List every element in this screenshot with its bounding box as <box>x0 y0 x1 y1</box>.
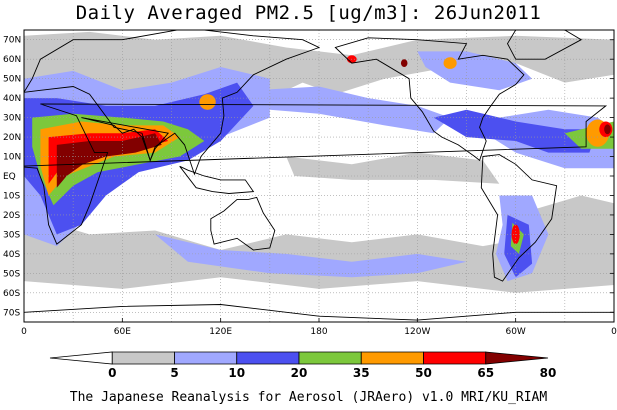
colorbar-bin <box>174 351 238 365</box>
latitude-labels: 70N 60N 50N 40N 30N 20N 10N EQ 10S 20S 30S 40S 50S 60… <box>3 36 614 318</box>
lat-tick-label: 70N <box>3 36 21 46</box>
colorbar-tick-label: 80 <box>540 366 557 380</box>
colorbar-bin <box>485 351 549 365</box>
africa-coast <box>24 103 608 245</box>
greenland-coast <box>506 30 583 60</box>
australia-coast <box>210 196 276 251</box>
colorbar-bin <box>111 351 175 365</box>
pm25-russia-darkred <box>400 59 408 67</box>
lat-tick-label: 10N <box>3 153 21 163</box>
lat-tick-label: 10S <box>3 191 20 201</box>
colorbar-tick-label: 35 <box>353 366 370 380</box>
footer-credit: The Japanese Reanalysis for Aerosol (JRA… <box>69 390 548 405</box>
colorbar-tick-label: 5 <box>170 366 178 380</box>
lat-tick-label: 20N <box>3 133 21 143</box>
south-america-coast <box>480 154 558 282</box>
coastlines <box>24 30 614 321</box>
lat-tick-label: 40S <box>3 250 20 260</box>
lon-tick-label: 180 <box>310 327 327 337</box>
colorbar-tick-label: 10 <box>228 366 245 380</box>
longitude-labels: 0 60E 120E 180 120W 60W 0 <box>21 318 617 337</box>
lat-tick-label: 50N <box>3 75 21 85</box>
europe-asia-coast <box>24 30 321 176</box>
lat-tick-label: 40N <box>3 94 21 104</box>
pm25-pacific-plume-light <box>253 86 451 134</box>
graticule <box>24 30 614 322</box>
pm25-canada-orange <box>443 57 457 69</box>
lon-tick-label: 0 <box>611 327 617 337</box>
lat-tick-label: 50S <box>3 269 20 279</box>
lon-tick-label: 120E <box>209 327 232 337</box>
pm25-atlantic-blue <box>433 109 598 153</box>
lon-tick-label: 60E <box>114 327 131 337</box>
indonesia-coast <box>179 165 255 194</box>
colorbar: 0 5 10 20 35 50 65 80 <box>49 351 557 380</box>
map-frame <box>23 29 615 323</box>
colorbar-bin <box>49 351 113 365</box>
colorbar-tick-label: 65 <box>477 366 494 380</box>
colorbar-bin <box>298 351 362 365</box>
map-title: Daily Averaged PM2.5 [ug/m3]: 26Jun2011 <box>75 2 542 24</box>
antarctica-coast <box>24 304 614 321</box>
pm25-china-orange <box>199 94 216 110</box>
india-arabia-coast <box>81 117 170 162</box>
pm25-southern-ocean-light <box>155 234 467 278</box>
pm25-sahara-darkred <box>604 124 611 135</box>
north-america-coast <box>334 37 525 162</box>
lat-tick-label: 60S <box>3 289 20 299</box>
colorbar-bin <box>360 351 424 365</box>
lat-tick-label: EQ <box>3 172 16 182</box>
colorbar-bin <box>423 351 487 365</box>
colorbar-tick-label: 50 <box>415 366 432 380</box>
colorbar-bin <box>236 351 300 365</box>
colorbar-tick-label: 20 <box>291 366 308 380</box>
lon-tick-label: 60W <box>505 327 525 337</box>
lat-tick-label: 30N <box>3 114 21 124</box>
lat-tick-label: 60N <box>3 55 21 65</box>
colorbar-tick-label: 0 <box>108 366 116 380</box>
lat-tick-label: 20S <box>3 211 20 221</box>
pm25-core-darkred <box>56 133 162 188</box>
lat-tick-label: 70S <box>3 308 20 318</box>
lon-tick-label: 120W <box>404 327 430 337</box>
lat-tick-label: 30S <box>3 230 20 240</box>
lon-tick-label: 0 <box>21 327 27 337</box>
